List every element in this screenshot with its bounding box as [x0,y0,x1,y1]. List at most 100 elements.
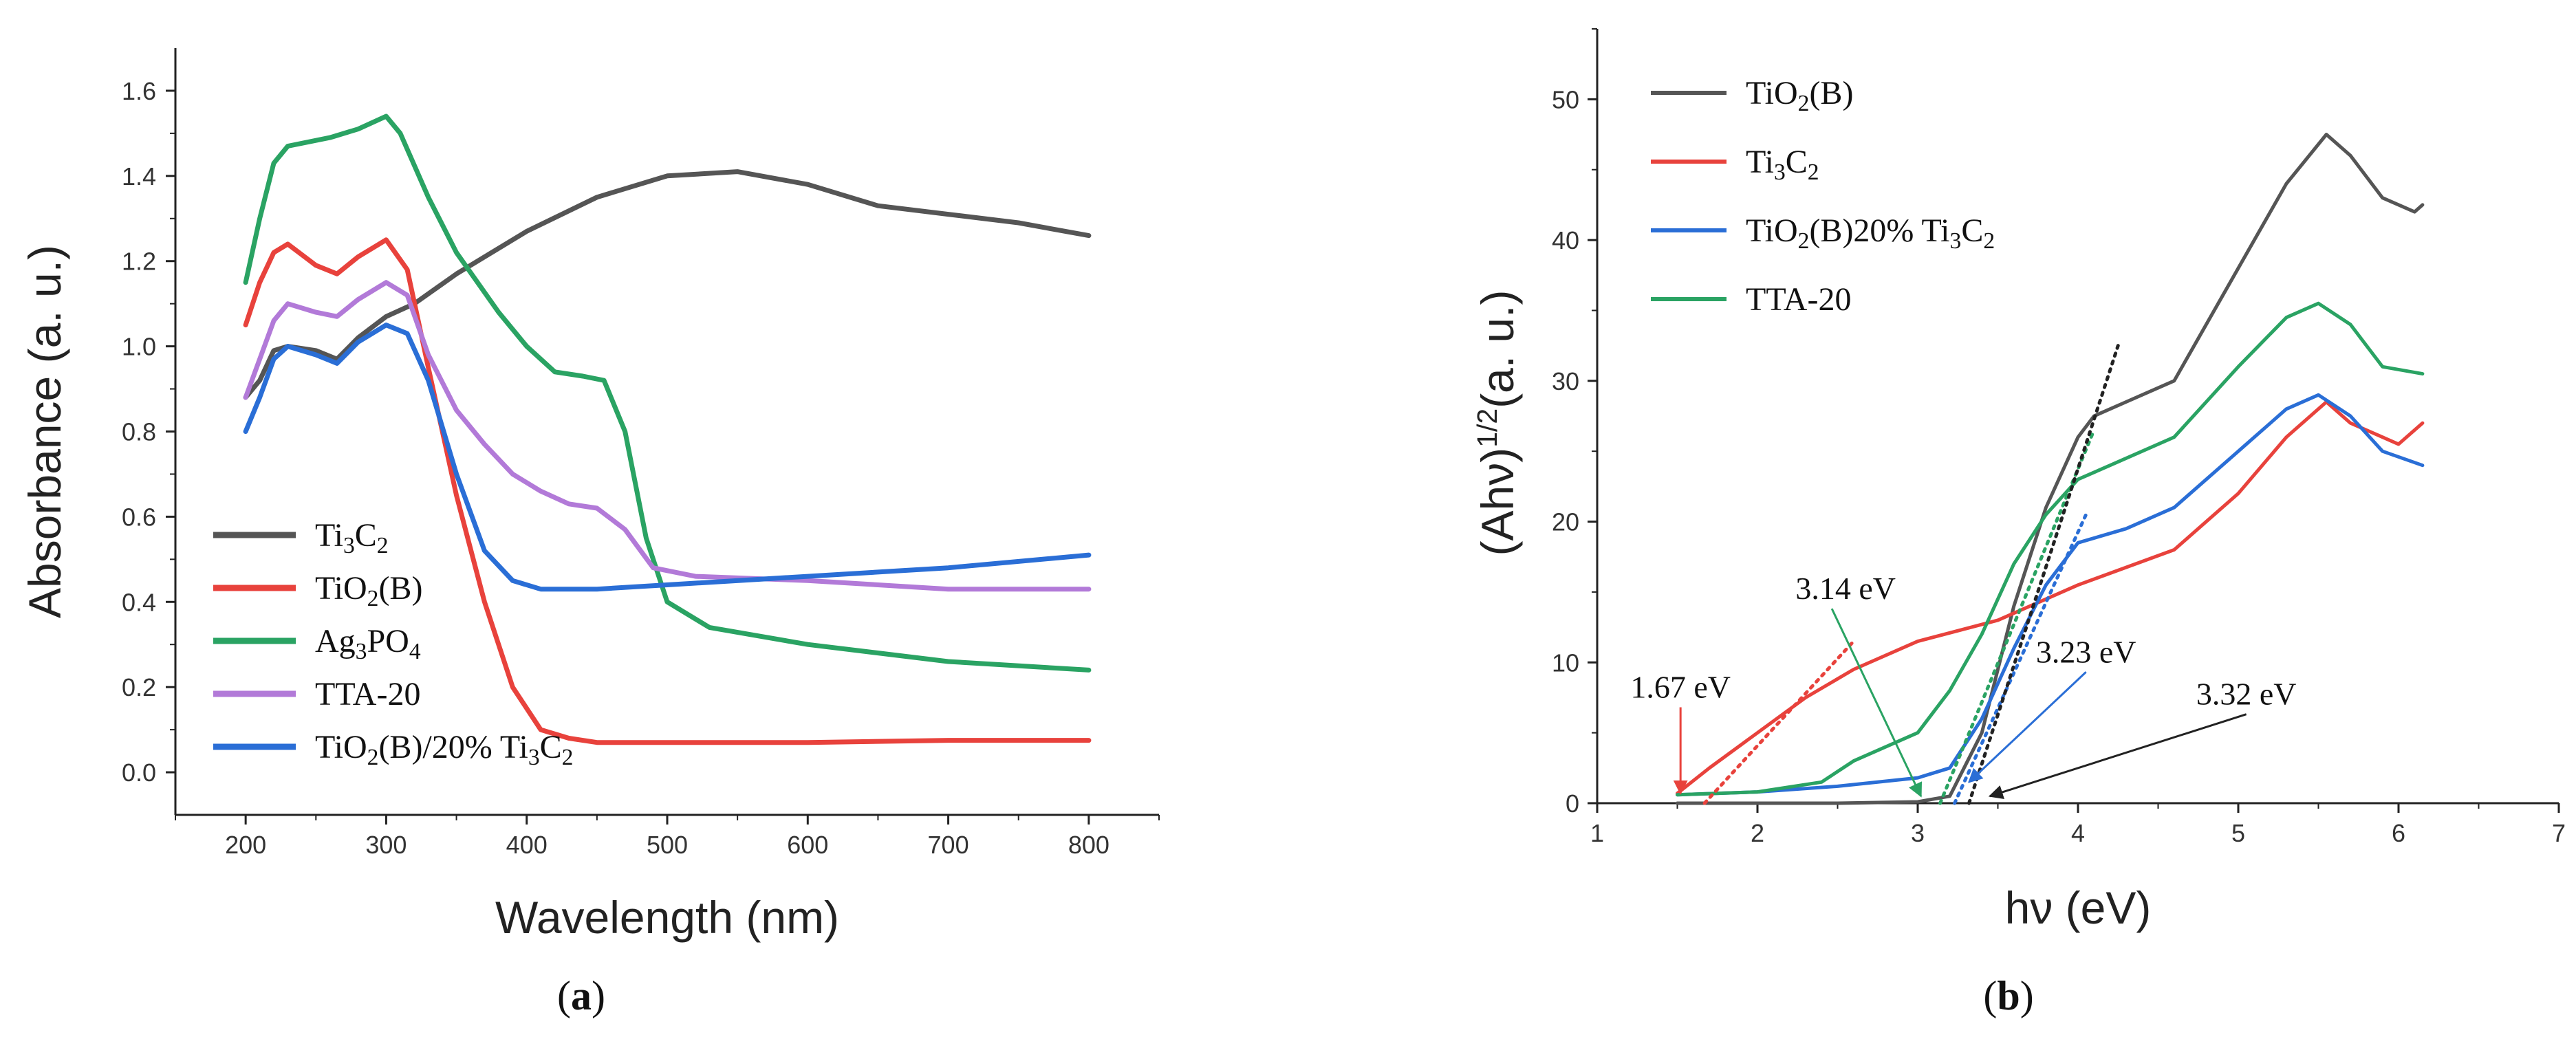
panel-caption-letter: b [1997,973,2020,1018]
panel-caption-letter: a [571,973,592,1018]
label-part: 2 [367,745,379,770]
label-part: TiO [315,570,367,607]
x-tick-label: 5 [2231,819,2245,847]
series-line-tio2-b- [243,237,1092,745]
label-part: C [1786,144,1808,180]
y-tick-label: 1.0 [122,333,156,361]
tangent-line [1953,512,2088,805]
y-tick-label: 50 [1552,85,1579,113]
y-tick-label: 0.2 [122,673,156,701]
tangent-line [1967,344,2120,805]
annotation-arrow [1988,713,2247,800]
tangent-line [1938,428,2096,805]
label-part: PO [367,623,409,659]
annotation-arrow [1968,671,2087,783]
label-part: C [540,729,562,765]
annotation-label: 3.14 eV [1795,571,1896,606]
label-part: 2 [1808,160,1819,185]
label-part: 1/2 [1471,408,1503,448]
label-part: (B) [1809,75,1853,111]
label-part: 3 [343,533,355,558]
label-part: ) [2020,973,2034,1018]
y-axis-label: (Ahν)1/2(a. u.) [1471,290,1523,556]
label-part: (B)/20% Ti [378,729,528,765]
x-tick-label: 600 [787,831,828,859]
annotation-label: 3.23 eV [2036,634,2136,669]
y-tick-label: 0.6 [122,503,156,531]
series-line-ti3c2 [243,169,1092,400]
legend-label: TTA-20 [1746,281,1851,318]
label-part: 4 [409,639,421,664]
y-tick-label: 30 [1552,367,1579,395]
annotation-label: 1.67 eV [1630,669,1731,704]
y-tick-label: 0.8 [122,418,156,446]
y-tick-label: 10 [1552,648,1579,677]
legend-label: Ti3C2 [1746,144,1819,185]
captions: (a) (b) [557,973,2034,1018]
label-part: ( [1983,973,1997,1018]
y-axis-label: Absorbance (a. u.) [19,245,70,618]
label-part: TTA-20 [315,676,420,712]
annotation-label: 3.32 eV [2196,677,2297,712]
x-tick-label: 400 [506,831,548,859]
legend-label: Ag3PO4 [315,623,421,664]
legend-label: TiO2(B) [315,570,422,611]
x-tick-label: 2 [1751,819,1764,847]
y-tick-label: 0.0 [122,758,156,787]
x-tick-label: 6 [2392,819,2405,847]
legend-label: TiO2(B) [1746,75,1853,116]
legend-label: TiO2(B)/20% Ti3C2 [315,729,573,770]
series-line-tio2-b- [1676,133,2425,805]
y-tick-label: 20 [1552,508,1579,536]
panel-caption: (b) [1983,973,2033,1018]
panel-caption: (a) [557,973,605,1018]
label-part: 2 [367,586,379,611]
label-part: TiO [315,729,367,765]
series-line-tio2-b-20-ti3c2 [1676,393,2425,797]
series-line-ag3po4 [243,113,1092,673]
label-part: 2 [562,745,574,770]
label-part: Ti [1746,144,1774,180]
x-tick-label: 1 [1590,819,1604,847]
label-part: 2 [377,533,389,558]
x-axis-label: hν (eV) [2005,882,2152,933]
label-part: 3 [1950,228,1962,254]
label-part: 3 [1774,160,1786,185]
label-part: (a. u.) [1472,290,1523,408]
label-part: TiO [1746,212,1798,249]
y-tick-label: 40 [1552,226,1579,254]
legend-label: TTA-20 [315,676,420,712]
series-line-tta-20 [243,280,1092,592]
annotation-arrow [1830,608,1923,798]
label-part: C [1961,212,1983,249]
y-tick-label: 0 [1566,789,1579,818]
label-part: 3 [356,639,367,664]
x-tick-label: 3 [1911,819,1925,847]
label-part: ) [592,973,605,1018]
label-part: Ag [315,623,356,659]
x-tick-label: 4 [2071,819,2085,847]
label-part: Ti [315,517,343,554]
series-line-ti3c2 [1676,400,2425,796]
label-part: TTA-20 [1746,281,1851,318]
y-tick-label: 1.2 [122,248,156,276]
x-tick-label: 200 [225,831,266,859]
y-tick-label: 1.4 [122,162,156,190]
x-tick-label: 7 [2552,819,2566,847]
label-part: TiO [1746,75,1798,111]
series-line-tta-20 [1676,301,2425,797]
label-part: ( [557,973,571,1018]
label-part: (B) [378,570,422,607]
x-tick-label: 300 [365,831,407,859]
label-part: (Ahν) [1472,448,1523,556]
y-tick-label: 1.6 [122,77,156,105]
legend-label: Ti3C2 [315,517,389,558]
y-tick-label: 0.4 [122,588,156,616]
x-tick-label: 700 [928,831,969,859]
label-part: (B)20% Ti [1809,212,1949,249]
label-part: 2 [1798,91,1810,116]
label-part: 2 [1983,228,1995,254]
label-part: C [355,517,377,554]
